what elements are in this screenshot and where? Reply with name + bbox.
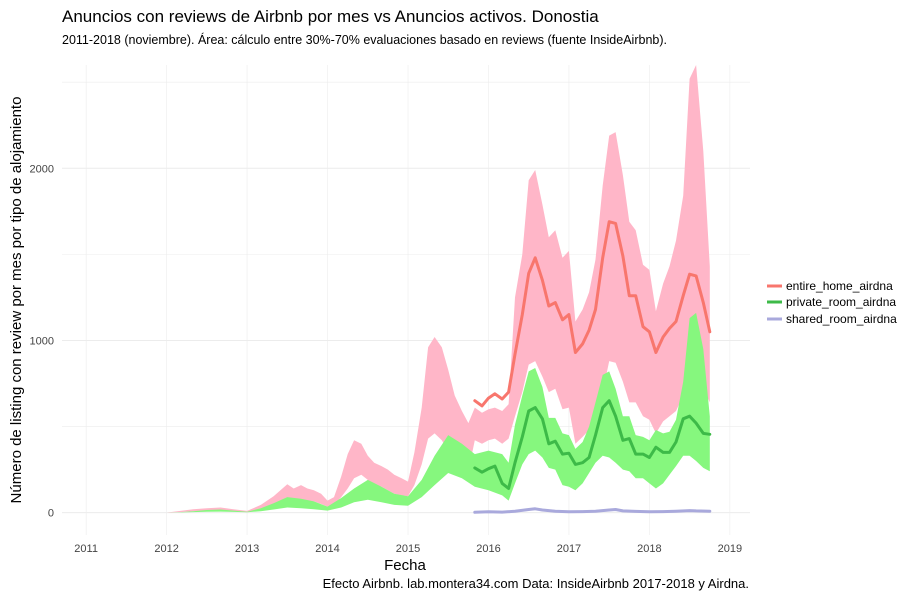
legend-label-entire: entire_home_airdna <box>786 279 893 293</box>
tick-labels: 2011 2012 2013 2014 2015 2016 2017 2018 2019 0 100… <box>30 163 743 555</box>
y-tick-label: 2000 <box>30 163 54 175</box>
x-tick-label: 2018 <box>637 543 661 555</box>
x-tick-label: 2019 <box>718 543 742 555</box>
line-layer <box>473 220 712 514</box>
x-tick-label: 2012 <box>154 543 178 555</box>
private-room-area-ribbon <box>86 312 710 513</box>
x-tick-label: 2016 <box>476 543 500 555</box>
x-tick-label: 2015 <box>396 543 420 555</box>
shared-room-airdna-line <box>473 507 712 514</box>
legend-label-shared: shared_room_airdna <box>786 312 897 326</box>
x-tick-label: 2014 <box>315 543 339 555</box>
chart-title: Anuncios con reviews de Airbnb por mes v… <box>62 7 599 26</box>
x-tick-label: 2017 <box>557 543 581 555</box>
x-tick-label: 2013 <box>235 543 259 555</box>
legend: entire_home_airdna private_room_airdna s… <box>767 279 897 326</box>
y-tick-label: 0 <box>48 508 54 520</box>
private-room-airdna-line <box>473 399 712 490</box>
legend-label-private: private_room_airdna <box>786 295 896 309</box>
area-layer <box>86 65 710 513</box>
entire-home-airdna-line <box>473 220 712 408</box>
y-tick-label: 1000 <box>30 335 54 347</box>
chart-caption: Efecto Airbnb. lab.montera34.com Data: I… <box>323 576 749 591</box>
y-axis-label: Número de listing con review por mes por… <box>8 97 25 504</box>
chart-subtitle: 2011-2018 (noviembre). Área: cálculo ent… <box>62 32 667 47</box>
x-axis-label: Fecha <box>384 557 426 574</box>
x-tick-label: 2011 <box>74 543 98 555</box>
